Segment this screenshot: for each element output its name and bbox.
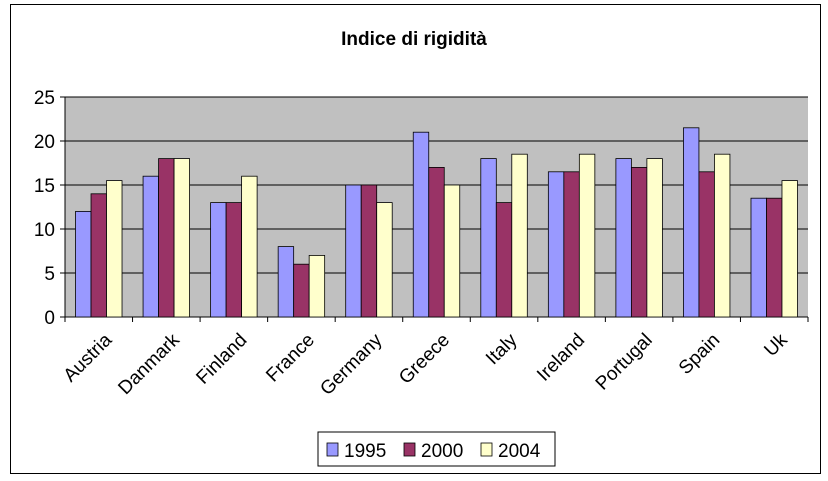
bar-1995-germany bbox=[345, 184, 362, 318]
chart-area: Indice di rigidità 0 5 10 15 20 25 Austria Danm… bbox=[10, 4, 821, 474]
bar-2004-austria bbox=[106, 180, 123, 318]
legend-swatch-1995 bbox=[326, 442, 339, 457]
legend-label-2004: 2004 bbox=[498, 441, 541, 462]
chart-svg: Indice di rigidità 0 5 10 15 20 25 AustriaDanm… bbox=[34, 29, 809, 467]
bar-2000-portugal bbox=[630, 166, 648, 318]
bar-2000-finland bbox=[225, 202, 243, 318]
x-tick-label: Greece bbox=[395, 330, 454, 389]
bar-2000-italy bbox=[495, 202, 513, 318]
y-tick-label: 20 bbox=[34, 132, 55, 153]
y-tick-label: 0 bbox=[44, 308, 55, 329]
x-tick-label: Germany bbox=[316, 329, 386, 399]
bar-1995-finland bbox=[210, 202, 227, 318]
y-tick-label: 15 bbox=[34, 176, 55, 197]
bar-2004-spain bbox=[714, 153, 731, 318]
bar-2000-uk bbox=[766, 197, 783, 318]
bar-2000-danmark bbox=[158, 158, 175, 318]
bar-2000-greece bbox=[428, 166, 445, 318]
bar-2004-italy bbox=[511, 153, 528, 318]
bar-1995-danmark bbox=[142, 175, 159, 318]
bar-1995-italy bbox=[480, 158, 497, 318]
y-tick-label: 10 bbox=[34, 220, 55, 241]
legend: 1995 2000 2004 bbox=[317, 431, 556, 467]
bar-2004-danmark bbox=[173, 158, 190, 318]
bar-1995-spain bbox=[683, 127, 700, 318]
x-tick-label: Italy bbox=[482, 329, 522, 369]
bar-1995-france bbox=[277, 246, 295, 318]
chart-title: Indice di rigidità bbox=[341, 29, 487, 50]
bar-2000-ireland bbox=[563, 171, 580, 318]
bar-1995-uk bbox=[750, 197, 767, 318]
bar-2000-france bbox=[293, 263, 310, 318]
y-tick-label: 5 bbox=[44, 264, 55, 285]
bar-2000-austria bbox=[90, 193, 107, 318]
bar-2000-germany bbox=[360, 184, 378, 318]
legend-box bbox=[317, 431, 556, 467]
bar-2000-spain bbox=[698, 171, 715, 318]
legend-label-2000: 2000 bbox=[421, 441, 463, 462]
bar-2004-greece bbox=[443, 184, 461, 318]
x-tick-label: Finland bbox=[192, 330, 251, 389]
legend-label-1995: 1995 bbox=[344, 441, 386, 462]
bar-1995-greece bbox=[412, 131, 430, 318]
x-tick-label: Uk bbox=[760, 329, 792, 361]
y-tick-label: 25 bbox=[34, 88, 55, 109]
bar-2004-france bbox=[308, 254, 326, 318]
x-tick-label: Danmark bbox=[115, 329, 185, 399]
bar-2004-finland bbox=[241, 175, 258, 318]
x-tick-label: Ireland bbox=[533, 330, 589, 386]
bar-1995-austria bbox=[75, 210, 92, 318]
x-tick-label: Spain bbox=[675, 330, 724, 379]
x-tick-label: Austria bbox=[60, 329, 117, 386]
bar-2004-portugal bbox=[646, 158, 663, 318]
legend-swatch-2000 bbox=[403, 442, 416, 457]
bar-1995-ireland bbox=[547, 171, 565, 318]
x-tick-label: Portugal bbox=[592, 330, 657, 395]
bar-2004-germany bbox=[376, 202, 393, 318]
bar-2004-ireland bbox=[578, 153, 596, 318]
bar-2004-uk bbox=[781, 180, 798, 318]
bar-1995-portugal bbox=[615, 158, 632, 318]
legend-swatch-2004 bbox=[480, 442, 493, 457]
x-tick-label: France bbox=[262, 330, 319, 387]
